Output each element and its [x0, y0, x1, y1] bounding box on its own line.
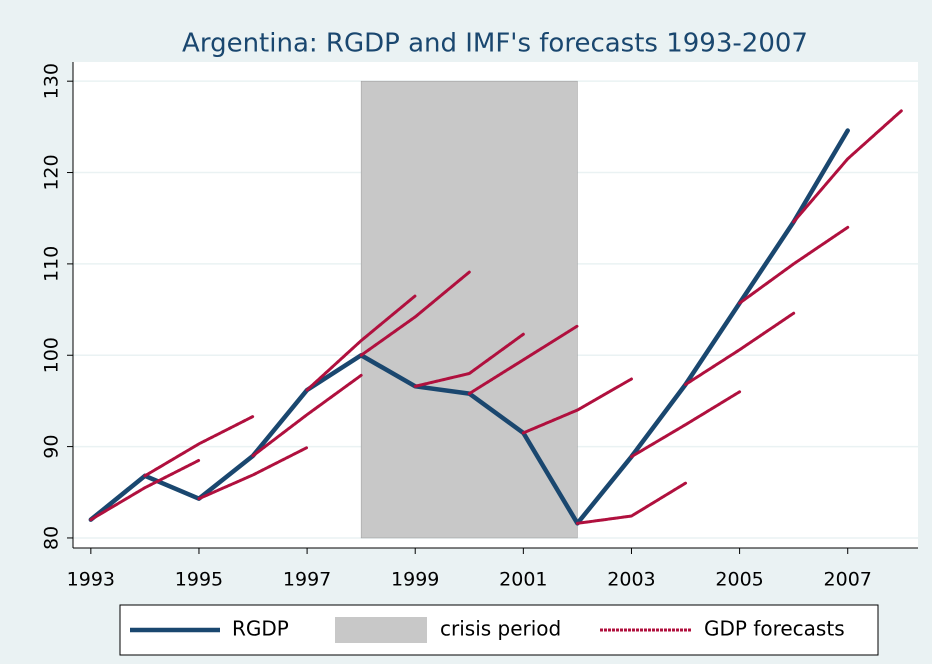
- x-tick-label: 1993: [67, 569, 115, 591]
- x-tick-label: 1995: [175, 569, 223, 591]
- y-tick-label: 110: [41, 246, 63, 282]
- y-tick-label: 100: [41, 337, 63, 373]
- legend-box: [119, 604, 879, 656]
- x-tick-label: 2001: [499, 569, 547, 591]
- legend-label: crisis period: [440, 617, 561, 641]
- x-tick-label: 2005: [715, 569, 763, 591]
- y-tick-label: 90: [41, 435, 63, 459]
- chart-title: Argentina: RGDP and IMF's forecasts 1993…: [182, 29, 808, 59]
- x-tick-label: 2003: [607, 569, 655, 591]
- x-tick-label: 1999: [391, 569, 439, 591]
- y-tick-label: 120: [41, 154, 63, 190]
- legend-swatch: [335, 617, 427, 643]
- series-line: [89, 108, 904, 525]
- y-tick-label: 80: [41, 526, 63, 550]
- legend-label: RGDP: [232, 617, 289, 641]
- x-tick-label: 1997: [283, 569, 331, 591]
- y-tick-label: 130: [41, 63, 63, 99]
- x-tick-label: 2007: [824, 569, 872, 591]
- legend-label: GDP forecasts: [704, 617, 845, 641]
